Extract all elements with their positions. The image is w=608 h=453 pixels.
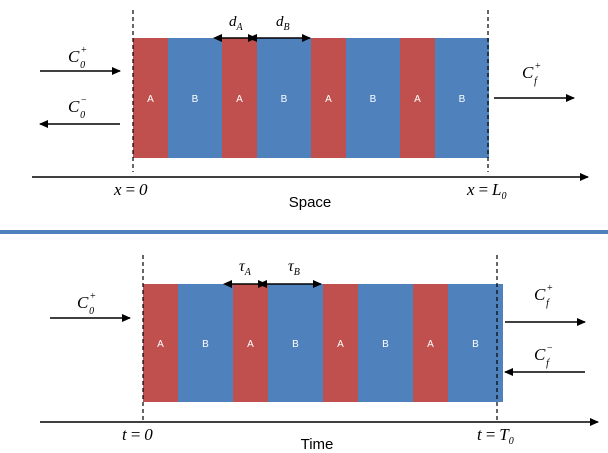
time-layer-b-6 [358,284,413,402]
time-layer-label-5: A [337,339,344,350]
time-layer-b-4 [268,284,323,402]
time-layer-a-7 [413,284,448,402]
space-start-label: x = 0 [113,180,148,199]
space-thickness-a-label: dA [229,14,244,33]
time-start-label: t = 0 [122,425,153,444]
time-layer-b-8 [448,284,503,402]
space-layer-label-6: B [370,94,377,105]
space-incident-label: C+ 0 [68,45,87,71]
space-transmitted-label: C+ f [522,61,541,87]
space-panel: A B A B A B A B dA dB C+ 0 C− 0 C+ f x = 0 x = L0 Spac… [32,10,589,211]
time-layer-a-1 [143,284,178,402]
time-layer-label-8: B [472,339,479,350]
time-backward-label: C− f [534,343,553,369]
time-layer-label-7: A [427,339,434,350]
time-panel: A B A B A B A B τA τB C+ 0 C+ f C− f t = 0 t = T0 Time [40,255,599,453]
time-layer-label-4: B [292,339,299,350]
space-layer-a-3 [222,38,257,158]
space-layer-label-4: B [281,94,288,105]
time-end-label: t = T0 [477,425,514,447]
time-thickness-a-label: τA [239,258,252,278]
space-layer-a-5 [311,38,346,158]
space-layer-label-7: A [414,94,421,105]
time-forward-label: C+ f [534,283,553,309]
time-layer-label-1: A [157,339,164,350]
space-layer-b-4 [257,38,311,158]
time-layer-a-5 [323,284,358,402]
time-layer-a-3 [233,284,268,402]
space-layer-b-2 [168,38,222,158]
space-layer-label-2: B [192,94,199,105]
time-incident-label: C+ 0 [77,291,96,317]
space-layer-label-3: A [236,94,243,105]
space-end-label: x = L0 [466,180,507,202]
time-thickness-b-label: τB [288,258,300,278]
time-layer-label-3: A [247,339,254,350]
space-layer-b-6 [346,38,400,158]
space-reflected-label: C− 0 [68,95,87,121]
space-layer-a-1 [133,38,168,158]
space-layer-b-8 [435,38,489,158]
space-thickness-b-label: dB [276,14,290,33]
panel-divider [0,230,608,234]
space-layer-label-8: B [459,94,466,105]
space-layer-a-7 [400,38,435,158]
time-layer-label-6: B [382,339,389,350]
time-axis-caption: Time [301,436,334,453]
space-layer-label-1: A [147,94,154,105]
time-layer-label-2: B [202,339,209,350]
space-layer-label-5: A [325,94,332,105]
time-layer-b-2 [178,284,233,402]
space-axis-caption: Space [289,194,332,211]
